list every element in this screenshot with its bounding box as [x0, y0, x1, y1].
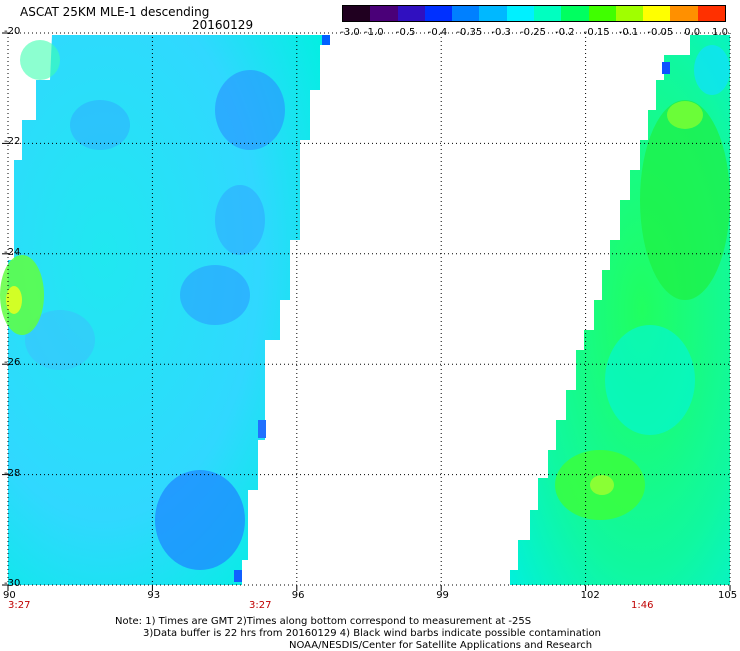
longitude-tick-label: 99	[436, 590, 449, 601]
colorbar-swatch	[670, 6, 698, 21]
colorbar-swatch	[370, 6, 398, 21]
longitude-tick-label: 96	[291, 590, 305, 601]
left-swath-yellow-patch	[6, 286, 22, 314]
colorbar-swatch	[561, 6, 589, 21]
left-swath-blue-pixel	[258, 420, 266, 438]
time-label-middle: 3:27	[249, 600, 272, 611]
colorbar-label: -0.4	[427, 27, 448, 38]
latitude-tick-label: -22	[4, 136, 21, 148]
right-swath-blue-pixel	[662, 62, 670, 74]
colorbar	[342, 5, 726, 22]
longitude-tick-label: 93	[147, 590, 161, 601]
colorbar-label: -1.0	[364, 27, 384, 38]
latitude-tick-label: -26	[4, 357, 21, 369]
longitude-tick-label: 105	[718, 590, 738, 601]
right-swath-green-patch	[667, 101, 703, 129]
colorbar-swatch	[397, 6, 425, 21]
colorbar-label: -0.35	[456, 27, 483, 38]
left-swath-green-patch	[0, 255, 44, 335]
note-line-3: NOAA/NESDIS/Center for Satellite Applica…	[289, 640, 593, 651]
map-date: 20160129	[192, 18, 254, 32]
latitude-tick-label: -30	[4, 578, 21, 589]
latitude-tick-label: -28	[4, 467, 21, 479]
colorbar-swatch	[452, 6, 480, 21]
left-swath-green-patch	[20, 40, 60, 80]
left-swath-blue-patch	[215, 185, 265, 255]
left-swath-blue-patch	[155, 470, 245, 570]
map-title: ASCAT 25KM MLE-1 descending	[20, 5, 210, 19]
left-swath-blue-patch	[180, 265, 250, 325]
colorbar-swatch	[643, 6, 671, 21]
right-swath-cyan-patch	[605, 325, 695, 435]
graticule	[7, 32, 731, 586]
colorbar-swatch	[479, 6, 507, 21]
latitude-tick-label: -20	[4, 26, 21, 37]
note-line-2: 3)Data buffer is 22 hrs from 20160129 4)…	[143, 628, 601, 639]
right-swath-green-patch	[640, 100, 730, 300]
left-swath-blue-patch	[25, 310, 95, 370]
colorbar-swatch	[424, 6, 453, 21]
longitude-tick-label: 102	[580, 590, 600, 601]
latitude-tick-label: -24	[4, 246, 21, 258]
left-swath-blue-pixel	[322, 35, 330, 45]
right-swath-cyan-patch	[694, 45, 730, 95]
time-label-right: 1:46	[631, 600, 654, 611]
colorbar-swatch	[588, 6, 616, 21]
colorbar-label: -3.0	[340, 27, 360, 38]
time-label-left: 3:27	[8, 600, 31, 611]
longitude-tick-label: 90	[3, 590, 16, 601]
left-swath-blue-pixel	[234, 570, 242, 582]
colorbar-swatch	[697, 6, 725, 21]
right-swath-yellow-patch	[590, 475, 614, 495]
colorbar-swatch	[506, 6, 534, 21]
left-swath-blue-patch	[70, 100, 130, 150]
colorbar-swatch	[615, 6, 644, 21]
axis-ticks	[2, 32, 731, 591]
left-swath	[8, 35, 330, 585]
colorbar-label: -0.3	[491, 27, 511, 38]
colorbar-swatch	[343, 6, 371, 21]
colorbar-swatch	[533, 6, 562, 21]
note-line-1: Note: 1) Times are GMT 2)Times along bot…	[115, 616, 532, 627]
colorbar-label: -0.5	[395, 27, 416, 38]
left-swath-blue-patch	[215, 70, 285, 150]
